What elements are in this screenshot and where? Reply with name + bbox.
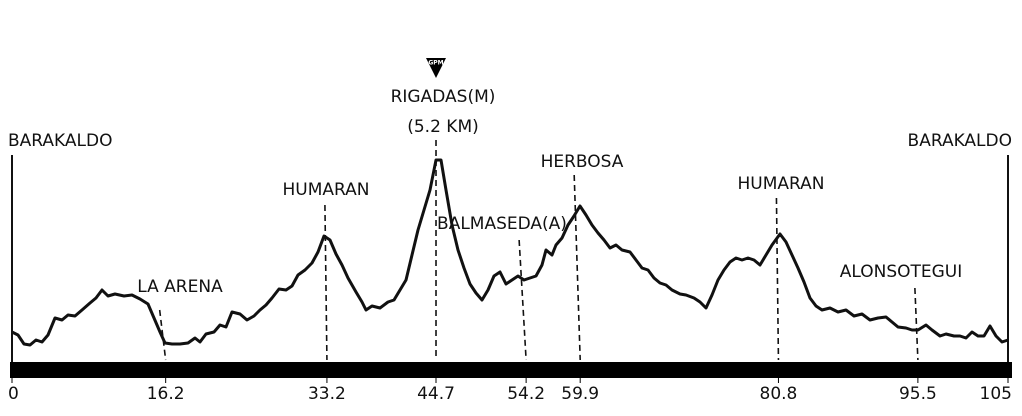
x-tick-label: 59.9 bbox=[561, 384, 599, 404]
landmark-label: ALONSOTEGUI bbox=[840, 262, 963, 282]
landmark-sublabel: (5.2 KM) bbox=[407, 117, 479, 137]
landmark-label: HERBOSA bbox=[541, 152, 624, 172]
landmark-line bbox=[324, 204, 328, 361]
x-tick-label: 0 bbox=[8, 384, 19, 404]
climb-icon bbox=[426, 58, 447, 78]
x-tick-label: 16.2 bbox=[147, 384, 185, 404]
x-tick-label: 105 bbox=[980, 384, 1012, 404]
landmark-line bbox=[158, 309, 167, 361]
landmark-line bbox=[518, 239, 527, 361]
x-tick-label: 33.2 bbox=[308, 384, 346, 404]
landmark-line bbox=[775, 197, 780, 361]
elevation-profile bbox=[11, 158, 1009, 347]
landmark-line bbox=[914, 287, 919, 361]
landmark-label: HUMARAN bbox=[738, 174, 825, 194]
start-label: BARAKALDO bbox=[8, 131, 112, 151]
landmark-label: RIGADAS(M) bbox=[391, 87, 496, 107]
end-label: BARAKALDO bbox=[908, 131, 1012, 151]
climb-icon-label: GPM bbox=[428, 60, 443, 67]
landmark-label: HUMARAN bbox=[283, 180, 370, 200]
x-tick-label: 95.5 bbox=[899, 384, 937, 404]
landmark-label: BALMASEDA(A) bbox=[437, 214, 567, 234]
x-tick-label: 44.7 bbox=[417, 384, 455, 404]
landmark-label: LA ARENA bbox=[137, 277, 223, 297]
landmark-line bbox=[573, 174, 581, 361]
distance-bar bbox=[10, 362, 1012, 378]
x-tick-label: 80.8 bbox=[760, 384, 798, 404]
x-tick-label: 54.2 bbox=[507, 384, 545, 404]
